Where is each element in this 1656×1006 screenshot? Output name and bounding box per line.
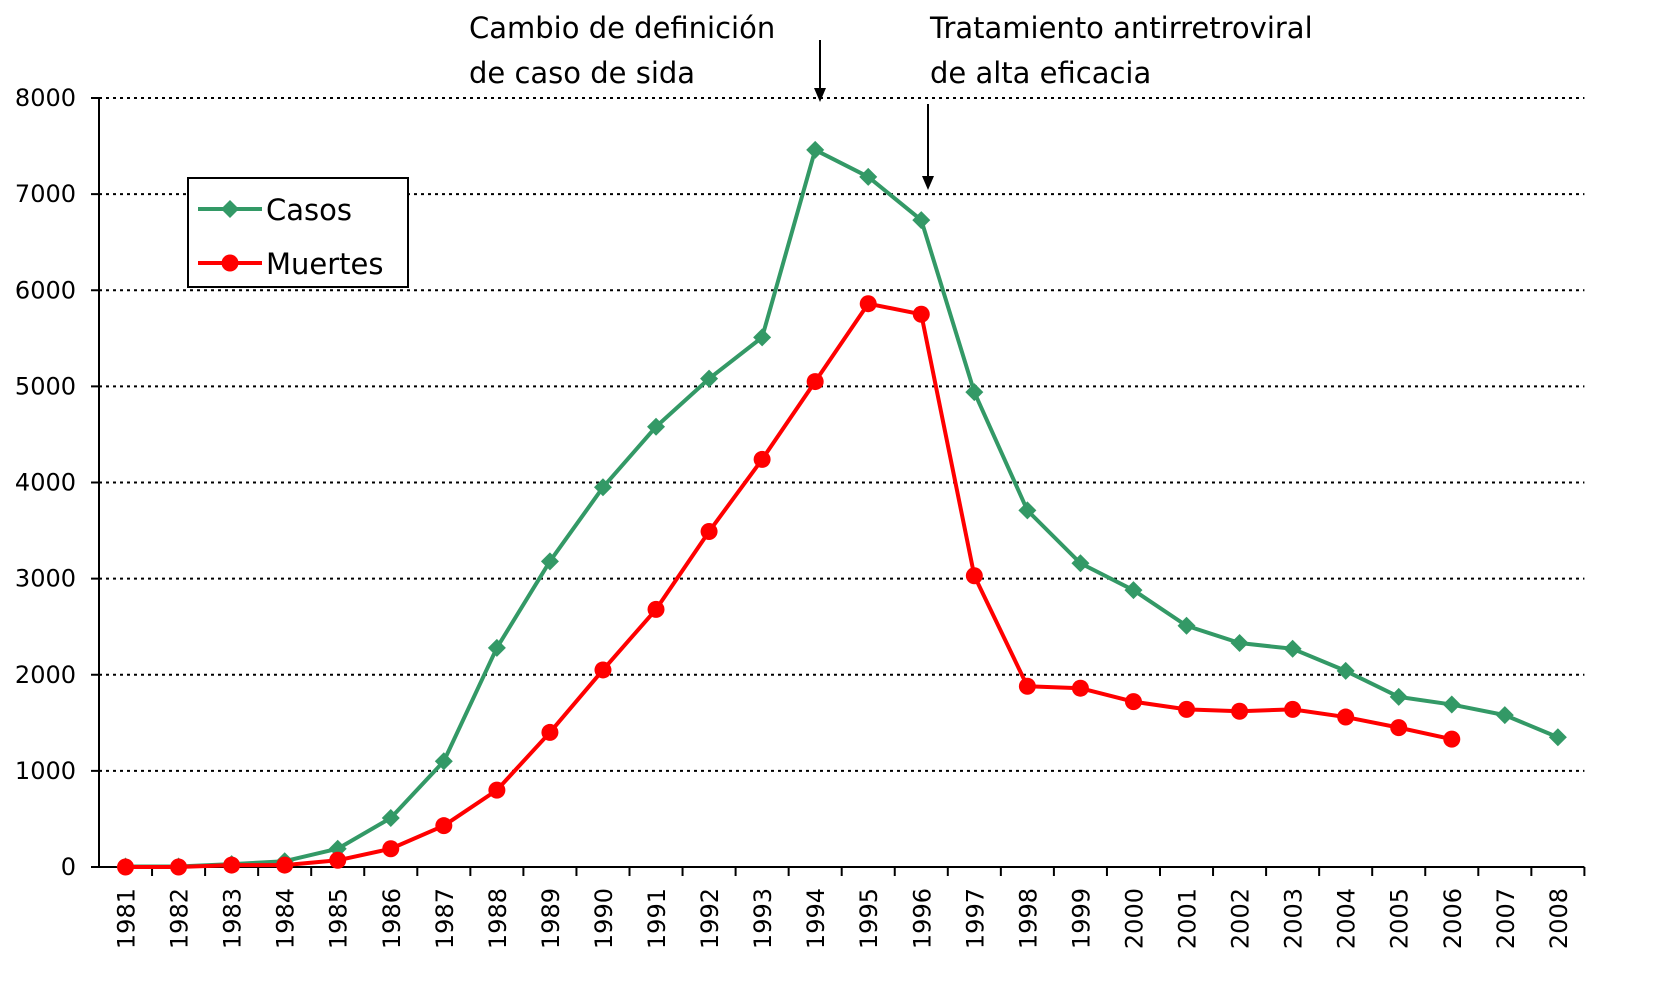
data-point	[965, 383, 984, 402]
data-point	[382, 840, 400, 858]
data-point	[223, 856, 241, 874]
x-tick-label: 1991	[643, 888, 671, 949]
x-tick-label: 2008	[1545, 888, 1573, 949]
x-tick-label: 2002	[1227, 888, 1255, 949]
y-tick-label: 6000	[15, 276, 76, 304]
x-tick-label: 1998	[1014, 888, 1042, 949]
x-tick-label: 1988	[484, 888, 512, 949]
x-tick-label: 1981	[113, 888, 141, 949]
y-tick-label: 5000	[15, 372, 76, 400]
data-point	[700, 369, 719, 388]
annotation-arrowhead	[922, 176, 934, 190]
x-tick-label: 1992	[696, 888, 724, 949]
x-tick-label: 1984	[272, 888, 300, 949]
data-point	[1442, 695, 1461, 714]
data-point	[912, 305, 930, 323]
data-point	[753, 450, 771, 468]
x-tick-label: 1990	[590, 888, 618, 949]
y-tick-label: 4000	[15, 469, 76, 497]
data-point	[1178, 700, 1196, 718]
data-point	[859, 295, 877, 313]
annotation: de alta eficacia	[930, 56, 1151, 90]
series-line	[125, 301, 1453, 869]
data-point	[1177, 616, 1196, 635]
data-point	[1071, 679, 1089, 697]
x-tick-label: 1983	[219, 888, 247, 949]
x-tick-label: 1993	[749, 888, 777, 949]
data-point	[806, 373, 824, 391]
legend-label: Muertes	[266, 247, 384, 281]
data-point	[1337, 708, 1355, 726]
x-tick-label: 1995	[855, 888, 883, 949]
x-tick-label: 2007	[1492, 888, 1520, 949]
data-point	[1389, 687, 1408, 706]
x-tick-label: 1982	[166, 888, 194, 949]
data-point	[1284, 700, 1302, 718]
data-point	[1495, 706, 1514, 725]
x-tick-label: 2001	[1174, 888, 1202, 949]
data-point	[276, 856, 294, 874]
legend-label: Casos	[266, 193, 352, 227]
data-point	[117, 858, 135, 876]
data-point	[1390, 719, 1408, 737]
x-tick-label: 2003	[1280, 888, 1308, 949]
data-point	[1548, 728, 1567, 747]
annotation: Cambio de definición	[469, 11, 775, 45]
data-point	[1231, 702, 1249, 720]
data-point	[488, 781, 506, 799]
data-point	[541, 723, 559, 741]
data-point	[647, 417, 666, 436]
data-point	[647, 600, 665, 618]
data-point	[170, 858, 188, 876]
annotation: de caso de sida	[469, 56, 695, 90]
x-tick-label: 1999	[1067, 888, 1095, 949]
y-tick-label: 0	[61, 853, 76, 881]
data-point	[593, 478, 612, 497]
annotation-arrowhead	[814, 88, 826, 102]
data-point	[329, 851, 347, 869]
series-line	[125, 147, 1559, 869]
data-point	[912, 211, 931, 230]
data-point	[435, 817, 453, 835]
data-point	[540, 552, 559, 571]
data-point	[594, 661, 612, 679]
x-tick-label: 2006	[1439, 888, 1467, 949]
x-tick-label: 1989	[537, 888, 565, 949]
data-point	[806, 140, 825, 159]
data-point	[1018, 501, 1037, 520]
data-point	[1018, 677, 1036, 695]
y-tick-label: 2000	[15, 661, 76, 689]
data-point	[487, 638, 506, 657]
data-point	[1124, 581, 1143, 600]
x-tick-label: 2004	[1333, 888, 1361, 949]
data-point	[1336, 661, 1355, 680]
data-point	[753, 328, 772, 347]
data-point	[381, 808, 400, 827]
annotation: Tratamiento antirretroviral	[929, 11, 1313, 45]
data-point	[1230, 634, 1249, 653]
legend-marker	[221, 200, 239, 218]
data-point	[859, 167, 878, 186]
data-point	[965, 567, 983, 585]
y-tick-label: 8000	[15, 84, 76, 112]
data-point	[1283, 639, 1302, 658]
x-tick-label: 1994	[802, 888, 830, 949]
data-point	[1071, 554, 1090, 573]
y-tick-label: 1000	[15, 757, 76, 785]
data-point	[700, 523, 718, 541]
legend-marker	[221, 254, 239, 272]
x-tick-label: 1996	[908, 888, 936, 949]
data-point	[1443, 730, 1461, 748]
y-tick-label: 7000	[15, 180, 76, 208]
x-tick-label: 1985	[325, 888, 353, 949]
data-point	[434, 752, 453, 771]
x-tick-label: 1987	[431, 888, 459, 949]
x-tick-label: 1997	[961, 888, 989, 949]
x-tick-label: 2005	[1386, 888, 1414, 949]
x-tick-label: 1986	[378, 888, 406, 949]
data-point	[1124, 693, 1142, 711]
y-tick-label: 3000	[15, 565, 76, 593]
x-tick-label: 2000	[1120, 888, 1148, 949]
